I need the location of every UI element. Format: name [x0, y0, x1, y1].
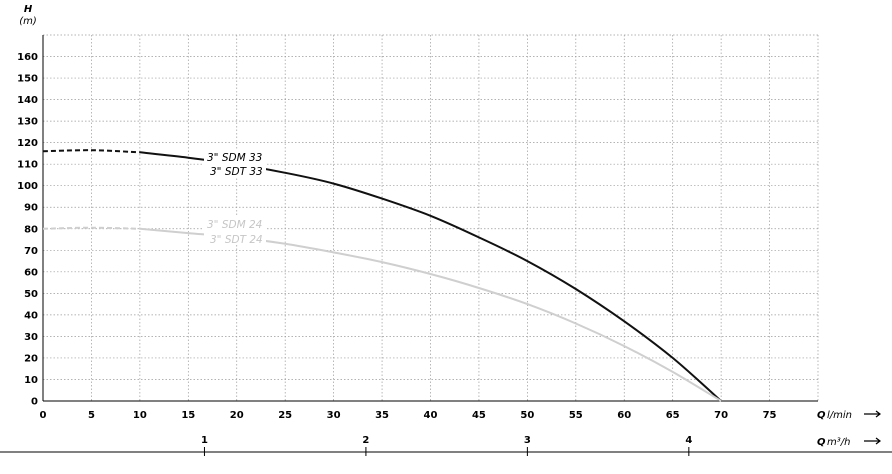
- y-tick-label: 0: [31, 397, 38, 408]
- x-tick-label: 60: [617, 410, 631, 421]
- x-tick-label: 30: [327, 410, 341, 421]
- x-axis-symbol: Q: [817, 410, 826, 421]
- y-tick-label: 50: [24, 289, 38, 300]
- y-tick-label: 110: [17, 160, 38, 171]
- x2-tick-label: 3: [524, 435, 531, 446]
- curve-label-mask: [204, 217, 266, 245]
- y-tick-label: 20: [24, 353, 38, 364]
- y-tick-label: 130: [17, 117, 38, 128]
- tick-labels: 0102030405060708090100110120130140150160…: [17, 52, 776, 446]
- series-line-dashed: [42, 226, 140, 230]
- y-tick-label: 90: [24, 203, 38, 214]
- y-tick-label: 80: [24, 224, 38, 235]
- x-tick-label: 20: [230, 410, 244, 421]
- curve-label: 3" SDM 24: [207, 219, 262, 231]
- x-tick-label: 50: [520, 410, 534, 421]
- axes: [0, 35, 892, 456]
- x-tick-label: 10: [133, 410, 147, 421]
- x-tick-label: 5: [88, 410, 95, 421]
- y-tick-label: 160: [17, 52, 38, 63]
- x-tick-label: 70: [714, 410, 728, 421]
- x-tick-label: 35: [375, 410, 389, 421]
- x2-axis-symbol: Q: [817, 437, 826, 448]
- x2-tick-label: 1: [201, 435, 208, 446]
- x-axis-unit: l/min: [827, 410, 852, 421]
- curve-label: 3" SDM 33: [207, 152, 262, 164]
- x-tick-label: 25: [278, 410, 292, 421]
- x2-tick-label: 4: [685, 435, 692, 446]
- x-tick-label: 65: [666, 410, 680, 421]
- y-tick-label: 60: [24, 267, 38, 278]
- curve-label-mask: [204, 150, 266, 178]
- curve-labels: 3" SDM 33 3" SDT 33 3" SDM 24 3" SDT 24: [204, 150, 266, 246]
- y-tick-label: 70: [24, 246, 38, 257]
- x-tick-label: 75: [763, 410, 777, 421]
- x-tick-label: 15: [181, 410, 195, 421]
- y-tick-label: 150: [17, 74, 38, 85]
- y-tick-label: 140: [17, 95, 38, 106]
- x2-axis-unit: m³/h: [827, 437, 850, 448]
- x2-axis-arrow-icon: [864, 437, 881, 445]
- curve-label: 3" SDT 24: [210, 234, 263, 246]
- x2-tick-label: 2: [362, 435, 369, 446]
- x-tick-label: 45: [472, 410, 486, 421]
- y-axis-unit: (m): [19, 16, 37, 27]
- x-tick-label: 40: [424, 410, 438, 421]
- curve-label: 3" SDT 33: [210, 166, 263, 178]
- x-tick-label: 0: [40, 410, 47, 421]
- series-line-dashed: [42, 149, 140, 154]
- grid: [42, 34, 819, 402]
- x-axis-arrow-icon: [864, 410, 881, 418]
- y-tick-label: 100: [17, 181, 38, 192]
- y-tick-label: 120: [17, 138, 38, 149]
- y-tick-label: 10: [24, 375, 38, 386]
- x-tick-label: 55: [569, 410, 583, 421]
- y-tick-label: 30: [24, 332, 38, 343]
- y-axis-symbol: H: [24, 4, 33, 15]
- y-tick-label: 40: [24, 310, 38, 321]
- curves: [42, 149, 722, 402]
